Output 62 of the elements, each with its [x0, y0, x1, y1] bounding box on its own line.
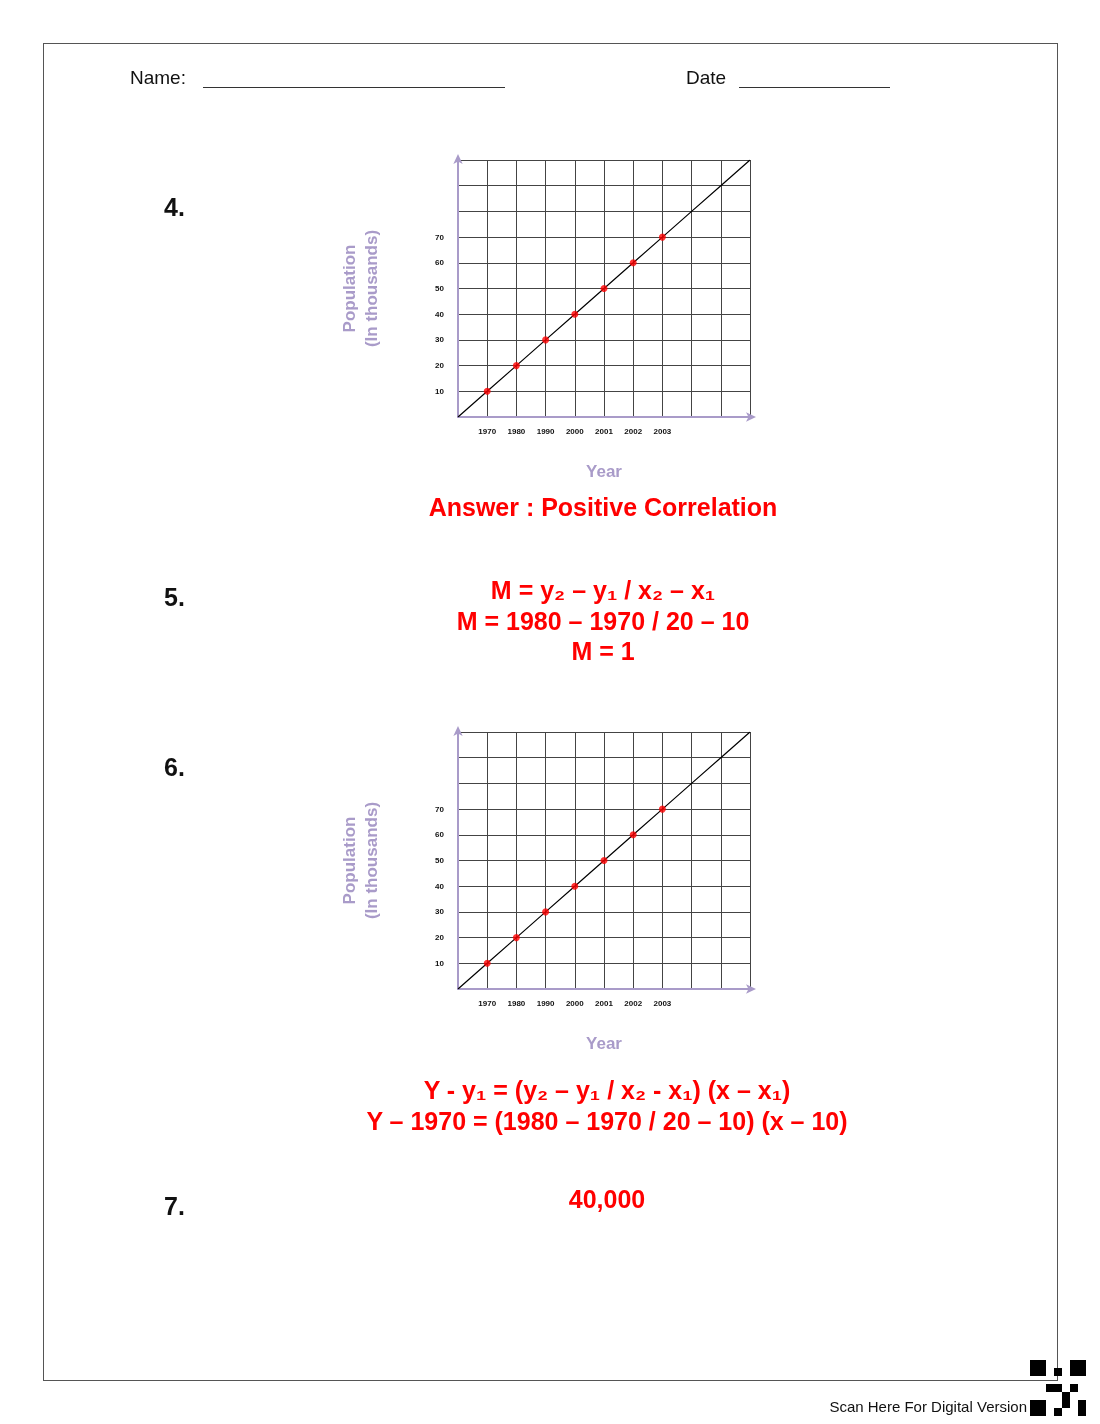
y-tick-label: 40 — [435, 309, 445, 319]
point — [600, 285, 608, 292]
x-tick-label: 1990 — [536, 998, 556, 1008]
point — [629, 259, 637, 267]
line-series — [457, 731, 751, 990]
y-tick-label: 30 — [435, 907, 445, 917]
x-tick-label: 2001 — [595, 998, 614, 1008]
point — [512, 934, 520, 942]
point — [571, 882, 579, 890]
y-tick-label: 70 — [435, 232, 445, 242]
text: Scan Here For Digital Version — [829, 1397, 1027, 1415]
x-tick-label: 2001 — [595, 426, 614, 436]
text: 6. — [164, 752, 185, 782]
y-tick-label: 30 — [435, 335, 445, 345]
text: Name: — [130, 67, 186, 89]
point — [571, 310, 579, 318]
x-tick-label: 1980 — [507, 426, 526, 436]
x-tick-label: 1980 — [507, 998, 526, 1008]
text: Y – 1970 = (1980 – 1970 / 20 – 10) (x – 10) — [366, 1106, 848, 1136]
y-tick-label: 60 — [435, 258, 445, 268]
point — [512, 362, 520, 370]
point — [483, 959, 491, 967]
text: Answer : Positive Correlation — [428, 492, 778, 522]
x-tick-label: 2000 — [565, 426, 585, 436]
x-tick-label: 2000 — [565, 998, 585, 1008]
x-tick-label: 1970 — [478, 998, 497, 1008]
x-tick-label: 2002 — [624, 426, 643, 436]
text: 7. — [164, 1191, 185, 1221]
point — [658, 233, 666, 241]
x-tick-label: 1970 — [478, 426, 497, 436]
point — [483, 387, 491, 395]
text: 4. — [164, 192, 185, 222]
y-tick-label: 40 — [435, 881, 445, 891]
y-tick-label: 50 — [435, 856, 445, 865]
x-axis-title: Year — [586, 1034, 623, 1053]
x-tick-label: 2003 — [653, 998, 672, 1008]
y-tick-label: 60 — [435, 830, 445, 840]
point — [542, 336, 550, 344]
y-tick-label: 50 — [435, 284, 445, 293]
text: M = 1 — [571, 636, 635, 666]
y-tick-label: 10 — [435, 958, 445, 968]
text: M = 1980 – 1970 / 20 – 10 — [456, 606, 750, 636]
y-tick-label: 10 — [435, 386, 445, 396]
point — [542, 908, 550, 916]
y-axis-title: Population (In thousands) — [339, 801, 381, 920]
point — [600, 857, 608, 864]
y-tick-label: 70 — [435, 804, 445, 814]
x-tick-label: 2002 — [624, 998, 643, 1008]
text: M = y₂ – y₁ / x₂ – x₁ — [490, 575, 716, 605]
x-axis-title: Year — [586, 462, 623, 481]
text: 40,000 — [568, 1184, 646, 1214]
y-tick-label: 20 — [435, 933, 445, 943]
text: 5. — [164, 582, 185, 612]
point — [629, 831, 637, 839]
x-tick-label: 1990 — [536, 426, 556, 436]
x-tick-label: 2003 — [653, 426, 672, 436]
text: Date — [686, 67, 727, 89]
line-series — [457, 159, 751, 418]
text: Y - y₁ = (y₂ – y₁ / x₂ - x₁) (x – x₁) — [423, 1075, 791, 1105]
point — [658, 805, 666, 813]
y-axis-title: Population (In thousands) — [339, 229, 381, 348]
y-tick-label: 20 — [435, 361, 445, 371]
